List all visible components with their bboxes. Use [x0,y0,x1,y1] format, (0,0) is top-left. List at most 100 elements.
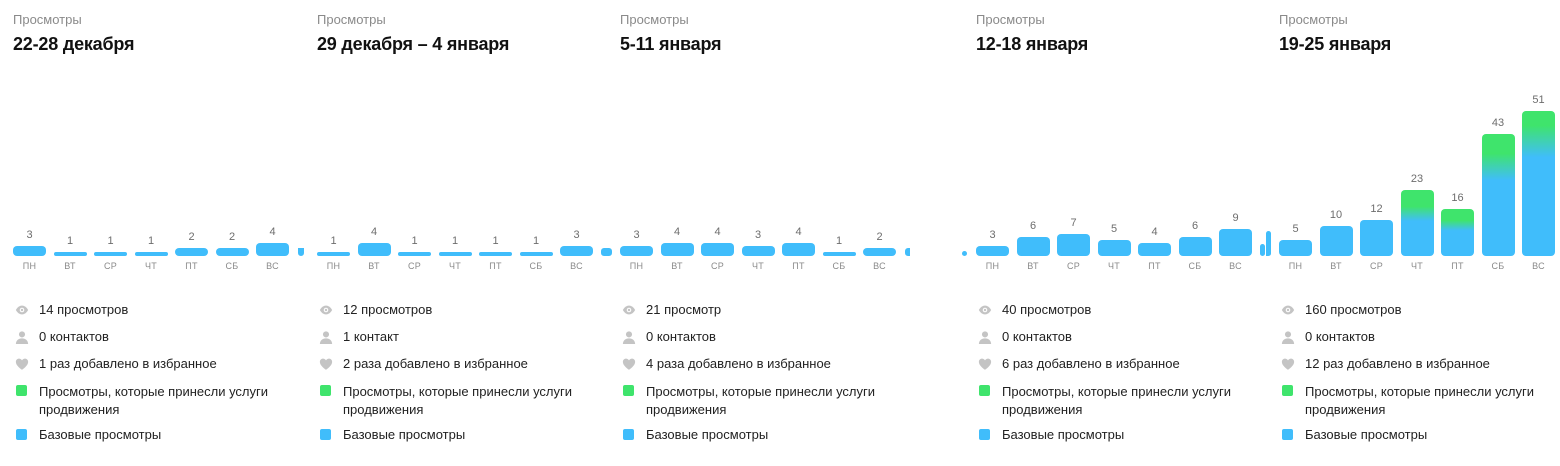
views-bar[interactable] [976,246,1009,256]
week-stats: 160 просмотров 0 контактов 12 раз добавл… [1279,300,1554,452]
views-bar[interactable] [863,248,896,256]
bar-value-label: 1 [66,235,74,247]
day-label: ПТ [489,261,502,271]
bar-column[interactable]: 4 ВТ [357,80,391,275]
views-bar[interactable] [215,248,249,256]
views-bar[interactable] [398,252,431,256]
bar-column[interactable]: 4 ПТ [1138,80,1171,275]
chart-connector [601,248,612,256]
views-bar[interactable] [1097,240,1131,256]
views-bar[interactable] [1481,134,1515,256]
views-bar[interactable] [1319,226,1353,256]
views-bar[interactable] [1016,237,1050,256]
bar-column[interactable]: 4 СР [701,80,734,275]
bar-value-label: 1 [107,235,114,247]
views-bar[interactable] [134,252,168,256]
bar-column[interactable]: 1 СР [398,80,431,275]
views-bar[interactable] [1360,220,1393,256]
bar-value-label: 4 [714,226,721,238]
bar-column[interactable]: 1 ПН [317,80,350,275]
user-icon [978,331,992,344]
base-swatch-icon [623,429,634,440]
bar-value-label: 23 [1410,173,1424,185]
day-label: ПН [629,261,644,271]
views-bar[interactable] [175,248,208,256]
views-bar[interactable] [94,252,127,256]
bar-column[interactable]: 5 ПН [1279,80,1312,275]
bar-column[interactable]: 4 ПТ [782,80,815,275]
bar-column[interactable]: 16 ПТ [1441,80,1474,275]
day-label: СР [1369,261,1384,271]
bar-column[interactable]: 9 ВС [1219,80,1252,275]
contacts-count: 0 контактов [39,329,109,344]
bar-column[interactable]: 51 ВС [1522,80,1555,275]
bar-column[interactable]: 3 ЧТ [741,80,775,275]
day-label: СР [1066,261,1081,271]
views-bar[interactable] [701,243,734,256]
bar-value-label: 3 [633,229,640,241]
bar-column[interactable]: 4 ВС [256,80,289,275]
day-label: ПТ [792,261,805,271]
bar-column[interactable]: 3 ПН [13,80,46,275]
views-bar[interactable] [1279,240,1312,256]
views-bar[interactable] [256,243,289,256]
bar-column[interactable]: 6 СБ [1178,80,1212,275]
heart-icon [319,358,333,370]
views-bar[interactable] [317,252,350,256]
legend-base: Базовые просмотры [13,425,303,452]
views-bar[interactable] [1441,209,1474,256]
views-bar[interactable] [660,243,694,256]
views-bar[interactable] [1400,190,1434,256]
views-bar[interactable] [357,243,391,256]
views-bar[interactable] [13,246,46,256]
legend-promo-label: Просмотры, которые принесли услуги продв… [39,384,269,417]
bar-column[interactable]: 1 ЧТ [438,80,472,275]
bar-column[interactable]: 23 ЧТ [1400,80,1434,275]
bar-value-label: 1 [835,235,843,247]
views-bar[interactable] [560,246,593,256]
day-label: ЧТ [1107,261,1121,271]
views-bar[interactable] [741,246,775,256]
bar-column[interactable]: 3 ПН [976,80,1009,275]
bar-column[interactable]: 1 ВТ [53,80,87,275]
bar-column[interactable]: 1 СБ [519,80,553,275]
day-label: ПН [326,261,341,271]
bar-column[interactable]: 4 ВТ [660,80,694,275]
bar-value-label: 3 [26,229,33,241]
day-label: ЧТ [144,261,158,271]
bar-column[interactable]: 3 ВС [560,80,593,275]
views-bar[interactable] [438,252,472,256]
bar-column[interactable]: 2 ПТ [175,80,208,275]
bar-column[interactable]: 1 ПТ [479,80,512,275]
user-icon [1281,331,1295,344]
views-bar[interactable] [1138,243,1171,256]
bar-column[interactable]: 12 СР [1360,80,1393,275]
views-bar[interactable] [1178,237,1212,256]
chart-connector [298,248,304,256]
bar-column[interactable]: 43 СБ [1481,80,1515,275]
promo-swatch-icon [320,385,331,396]
views-bar[interactable] [1219,229,1252,256]
bar-column[interactable]: 2 ВС [863,80,896,275]
bar-column[interactable]: 5 ЧТ [1097,80,1131,275]
bar-column[interactable]: 7 СР [1057,80,1090,275]
bar-column[interactable]: 3 ПН [620,80,653,275]
views-bar[interactable] [620,246,653,256]
bar-column[interactable]: 2 СБ [215,80,249,275]
views-bar[interactable] [1522,111,1555,256]
views-bar[interactable] [519,252,553,256]
views-bar[interactable] [479,252,512,256]
bar-value-label: 10 [1329,209,1343,221]
views-bar[interactable] [1057,234,1090,256]
bar-column[interactable]: 6 ВТ [1016,80,1050,275]
views-bar[interactable] [782,243,815,256]
bar-column[interactable]: 1 ЧТ [134,80,168,275]
legend-base-label: Базовые просмотры [1305,427,1428,442]
views-bar[interactable] [53,252,87,256]
bar-column[interactable]: 1 СБ [822,80,856,275]
bar-value-label: 3 [754,229,762,241]
views-bar[interactable] [822,252,856,256]
bar-column[interactable]: 10 ВТ [1319,80,1353,275]
legend-base-label: Базовые просмотры [343,427,466,442]
bar-column[interactable]: 1 СР [94,80,127,275]
